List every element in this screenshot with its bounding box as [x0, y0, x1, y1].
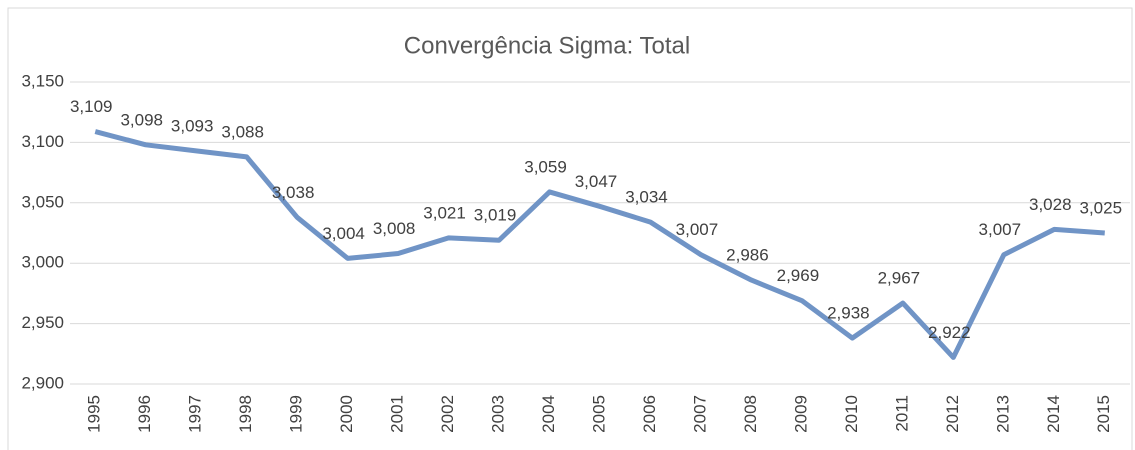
line: [94, 129, 1105, 360]
data-label: 3,025: [1079, 198, 1122, 217]
x-tick-label: 2015: [1094, 395, 1113, 433]
data-label: 3,021: [423, 203, 466, 222]
x-tick-label: 2007: [690, 395, 709, 433]
data-label: 3,088: [221, 122, 264, 141]
x-tick-label: 1999: [287, 395, 306, 433]
x-tick-label: 2011: [892, 395, 911, 432]
x-tick-label: 2012: [943, 395, 962, 433]
x-tick-label: 1996: [135, 395, 154, 433]
data-label: 3,019: [474, 206, 517, 225]
chart-title: Convergência Sigma: Total: [404, 32, 690, 59]
x-tick-label: 1995: [85, 395, 104, 433]
data-label: 3,007: [676, 220, 719, 239]
y-tick-label: 3,150: [21, 71, 64, 90]
data-label: 3,093: [171, 116, 214, 135]
data-label: 2,938: [827, 304, 870, 323]
y-tick-label: 2,900: [21, 373, 64, 392]
x-tick-label: 2001: [388, 395, 407, 433]
data-label: 2,986: [726, 246, 769, 265]
x-tick-label: 2010: [842, 395, 861, 433]
x-tick-label: 2008: [741, 395, 760, 433]
x-tick-label: 2002: [438, 395, 457, 433]
data-label: 3,098: [120, 110, 163, 129]
y-tick-label: 2,950: [21, 313, 64, 332]
y-tick-label: 3,000: [21, 253, 64, 272]
data-label: 2,969: [777, 266, 820, 285]
data-label: 3,034: [625, 188, 668, 207]
data-label: 3,007: [979, 220, 1022, 239]
data-label: 3,059: [524, 157, 567, 176]
x-tick-label: 2013: [993, 395, 1012, 433]
x-tick-label: 2009: [791, 395, 810, 433]
x-tick-label: 1997: [186, 395, 205, 433]
x-tick-label: 2004: [539, 395, 558, 433]
data-label: 3,008: [373, 219, 416, 238]
data-label: 2,967: [878, 269, 921, 288]
x-tick-label: 1998: [236, 395, 255, 433]
x-tick-label: 2000: [337, 395, 356, 433]
chart-frame: [7, 7, 1133, 450]
data-label: 3,038: [272, 183, 315, 202]
y-tick-label: 3,050: [21, 192, 64, 211]
y-tick-label: 3,100: [21, 132, 64, 151]
data-label: 2,922: [928, 323, 971, 342]
x-tick-label: 2003: [489, 395, 508, 433]
x-tick-label: 2014: [1044, 395, 1063, 433]
data-label: 3,028: [1029, 195, 1072, 214]
x-tick-label: 2005: [589, 395, 608, 433]
x-tick-label: 2006: [640, 395, 659, 433]
data-label: 3,047: [575, 172, 618, 191]
data-label: 3,004: [322, 224, 365, 243]
data-label: 3,109: [70, 97, 113, 116]
